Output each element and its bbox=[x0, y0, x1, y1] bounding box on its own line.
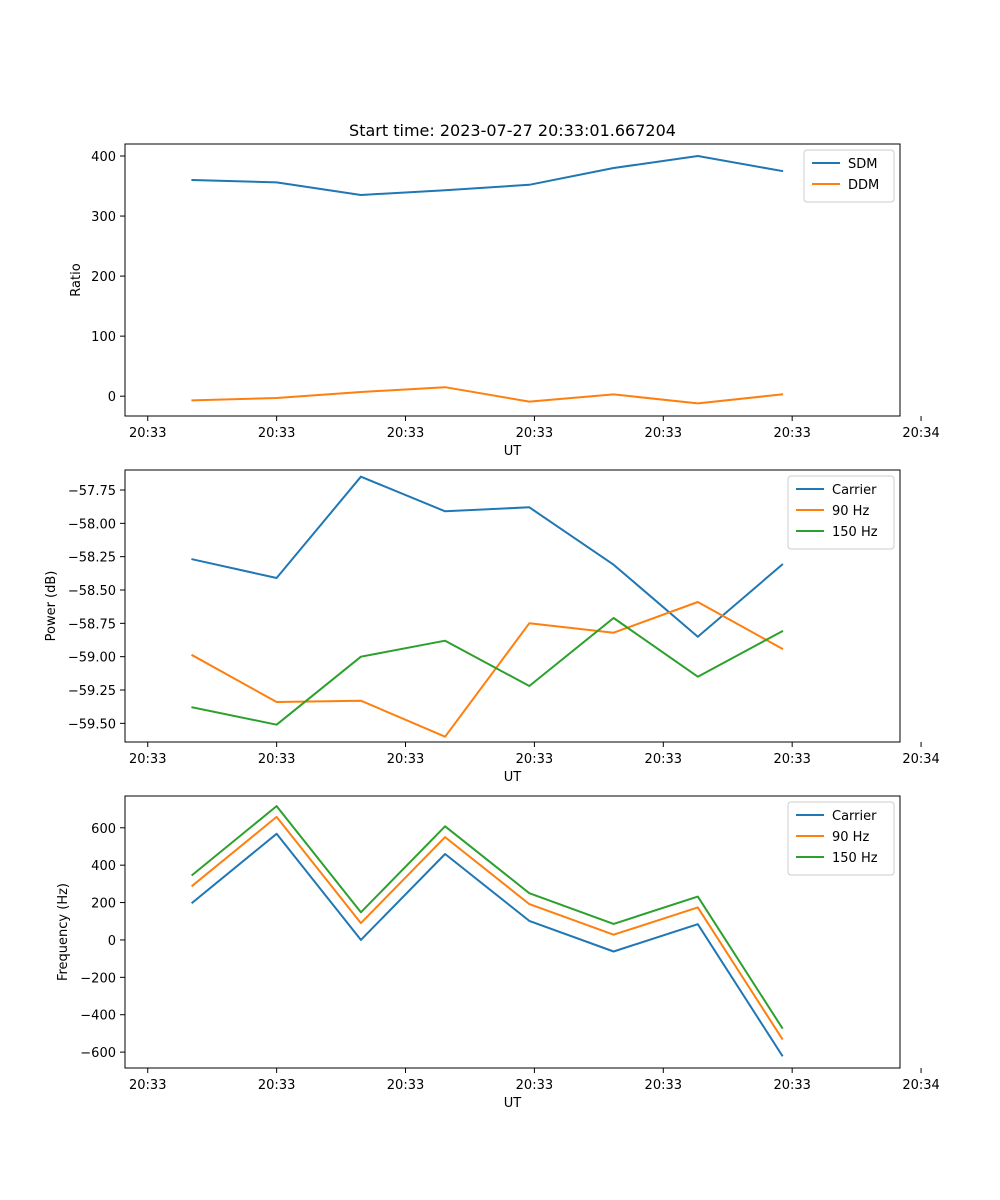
x-tick-label: 20:33 bbox=[773, 1078, 810, 1093]
x-tick-label: 20:33 bbox=[645, 752, 682, 767]
legend-label: 90 Hz bbox=[832, 504, 869, 519]
y-tick-label: −600 bbox=[80, 1046, 116, 1061]
x-axis-label: UT bbox=[504, 444, 522, 459]
x-tick-label: 20:33 bbox=[129, 426, 166, 441]
series-line-150-hz bbox=[190, 805, 784, 1030]
series-line-90-hz bbox=[191, 601, 784, 738]
x-tick-label: 20:33 bbox=[387, 1078, 424, 1093]
legend-label: 90 Hz bbox=[832, 830, 869, 845]
x-tick-label: 20:33 bbox=[645, 426, 682, 441]
y-tick-label: 600 bbox=[91, 822, 116, 837]
x-tick-label: 20:33 bbox=[773, 752, 810, 767]
y-tick-label: −200 bbox=[80, 971, 116, 986]
y-axis-label: Power (dB) bbox=[44, 571, 59, 642]
x-tick-label: 20:33 bbox=[258, 426, 295, 441]
y-tick-label: 200 bbox=[91, 897, 116, 912]
y-axis-label: Frequency (Hz) bbox=[56, 883, 71, 981]
legend-label: Carrier bbox=[832, 483, 877, 498]
y-tick-label: 400 bbox=[91, 150, 116, 165]
y-tick-label: −57.75 bbox=[68, 484, 116, 499]
y-tick-label: 400 bbox=[91, 859, 116, 874]
x-tick-label: 20:33 bbox=[773, 426, 810, 441]
y-tick-label: 300 bbox=[91, 210, 116, 225]
y-tick-label: 200 bbox=[91, 270, 116, 285]
y-tick-label: 0 bbox=[108, 934, 116, 949]
x-tick-label: 20:34 bbox=[902, 1078, 939, 1093]
x-tick-label: 20:33 bbox=[516, 1078, 553, 1093]
x-axis-label: UT bbox=[504, 1096, 522, 1111]
y-tick-label: 100 bbox=[91, 330, 116, 345]
y-tick-label: −58.25 bbox=[68, 551, 116, 566]
series-line-carrier bbox=[190, 832, 784, 1057]
series-line-150-hz bbox=[191, 617, 784, 726]
y-tick-label: −59.50 bbox=[68, 717, 116, 732]
x-tick-label: 20:33 bbox=[129, 1078, 166, 1093]
x-tick-label: 20:33 bbox=[516, 752, 553, 767]
chart-title: Start time: 2023-07-27 20:33:01.667204 bbox=[349, 121, 676, 140]
legend-label: DDM bbox=[848, 178, 879, 193]
y-tick-label: −59.00 bbox=[68, 651, 116, 666]
x-axis-label: UT bbox=[504, 770, 522, 785]
plot-area-frame bbox=[124, 795, 901, 1069]
y-axis-label: Ratio bbox=[69, 263, 84, 296]
x-tick-label: 20:33 bbox=[387, 752, 424, 767]
legend-label: 150 Hz bbox=[832, 525, 878, 540]
series-line-ddm bbox=[191, 386, 784, 405]
y-tick-label: −58.50 bbox=[68, 584, 116, 599]
y-tick-label: −58.00 bbox=[68, 517, 116, 532]
x-tick-label: 20:33 bbox=[258, 752, 295, 767]
legend-label: SDM bbox=[848, 157, 877, 172]
legend-label: 150 Hz bbox=[832, 851, 878, 866]
series-line-sdm bbox=[191, 155, 784, 196]
legend-label: Carrier bbox=[832, 809, 877, 824]
plot-area-frame bbox=[124, 143, 901, 417]
series-line-90-hz bbox=[190, 815, 784, 1041]
x-tick-label: 20:34 bbox=[902, 426, 939, 441]
y-tick-label: −400 bbox=[80, 1009, 116, 1024]
series-line-carrier bbox=[191, 475, 784, 638]
y-tick-label: −58.75 bbox=[68, 617, 116, 632]
y-tick-label: −59.25 bbox=[68, 684, 116, 699]
y-tick-label: 0 bbox=[108, 390, 116, 405]
x-tick-label: 20:33 bbox=[516, 426, 553, 441]
x-tick-label: 20:34 bbox=[902, 752, 939, 767]
x-tick-label: 20:33 bbox=[258, 1078, 295, 1093]
x-tick-label: 20:33 bbox=[387, 426, 424, 441]
plot-area-frame bbox=[124, 469, 901, 743]
x-tick-label: 20:33 bbox=[645, 1078, 682, 1093]
x-tick-label: 20:33 bbox=[129, 752, 166, 767]
